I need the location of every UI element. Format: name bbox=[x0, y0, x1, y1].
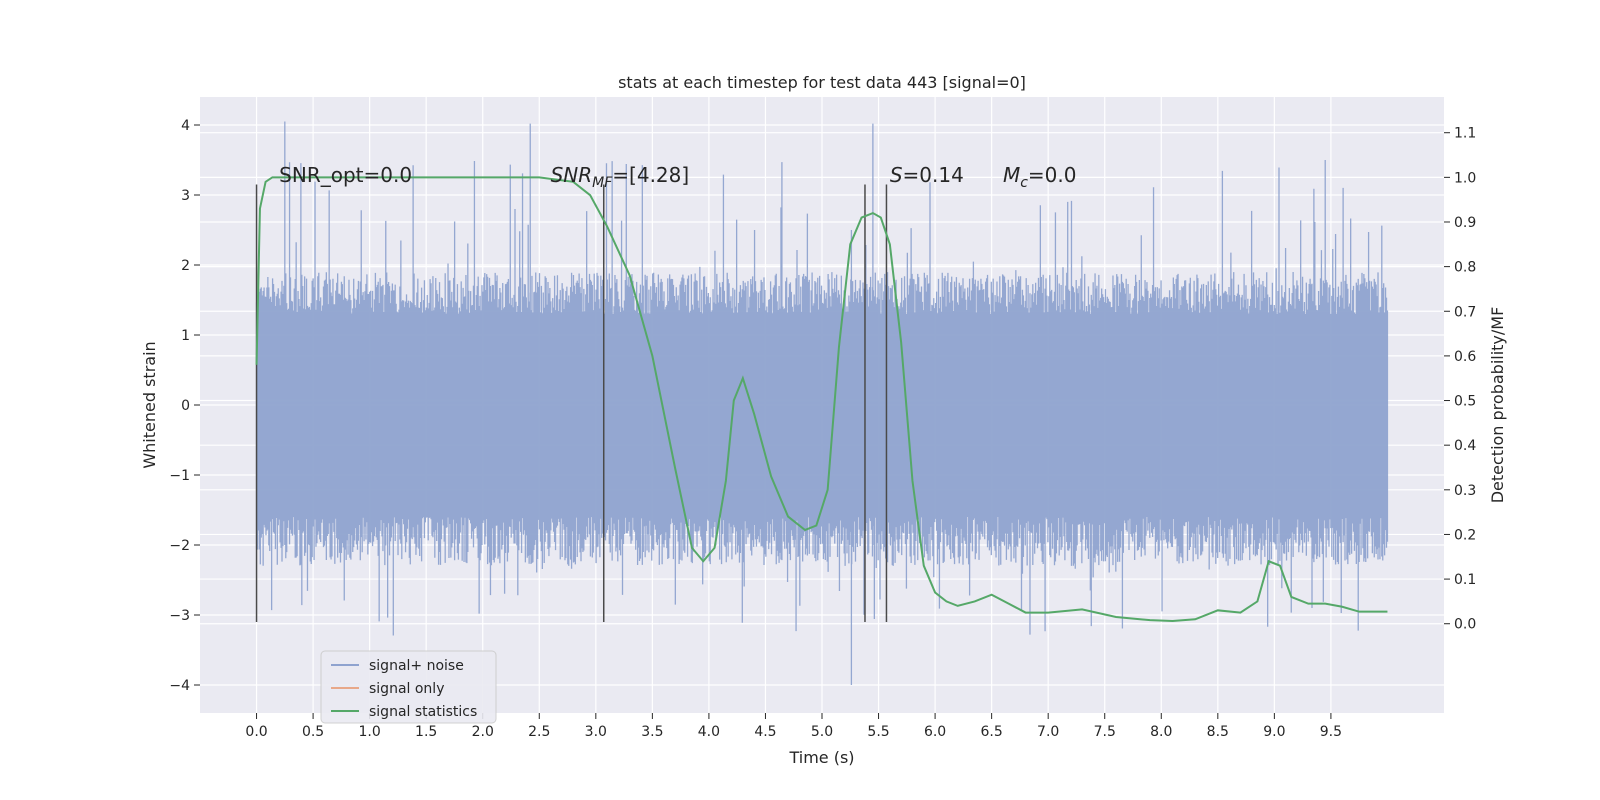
y-right-tick-label: 1.0 bbox=[1454, 170, 1476, 186]
x-tick-label: 0.5 bbox=[302, 724, 324, 740]
y-tick-label: −3 bbox=[169, 608, 190, 624]
x-tick-label: 8.0 bbox=[1150, 724, 1172, 740]
annotation-text: SNRMF=[4.28] bbox=[551, 163, 690, 191]
x-tick-label: 2.5 bbox=[528, 724, 550, 740]
y-tick-label: −2 bbox=[169, 538, 190, 554]
legend-box bbox=[320, 650, 497, 724]
x-tick-label: 3.5 bbox=[641, 724, 663, 740]
annotations: SNR_opt=0.0 SNRMF=[4.28] S=0.14 Mc=0.0 bbox=[279, 163, 1076, 191]
chart-title: stats at each timestep for test data 443… bbox=[618, 73, 1026, 92]
legend-label: signal+ noise bbox=[369, 658, 464, 674]
x-tick-label: 1.0 bbox=[359, 724, 381, 740]
x-tick-label: 9.5 bbox=[1320, 724, 1342, 740]
y-right-tick-label: 0.9 bbox=[1454, 215, 1476, 231]
y-right-tick-label: 0.0 bbox=[1454, 617, 1476, 633]
x-tick-label: 4.0 bbox=[698, 724, 720, 740]
y-right-tick-label: 0.3 bbox=[1454, 483, 1476, 499]
x-axis-ticks: 0.0 0.5 1.0 1.5 2.0 2.5 3.0 3.5 4.0 4.5 5.0 5.5 6.0 6… bbox=[245, 713, 1342, 740]
y-axis-label: Whitened strain bbox=[140, 341, 159, 468]
y-tick-label: −4 bbox=[169, 678, 190, 694]
series-signal-statistics bbox=[255, 176, 1388, 623]
x-tick-label: 5.5 bbox=[867, 724, 889, 740]
y-right-tick-label: 0.2 bbox=[1454, 527, 1476, 543]
y-axis-ticks: −4 −3 −2 −1 0 1 2 3 4 bbox=[169, 118, 200, 694]
x-tick-label: 3.0 bbox=[585, 724, 607, 740]
y-right-tick-label: 1.1 bbox=[1454, 126, 1476, 142]
x-tick-label: 9.0 bbox=[1263, 724, 1285, 740]
x-tick-label: 4.5 bbox=[754, 724, 776, 740]
y-tick-label: 2 bbox=[181, 258, 190, 274]
x-tick-label: 6.0 bbox=[924, 724, 946, 740]
x-tick-label: 2.0 bbox=[472, 724, 494, 740]
x-tick-label: 7.5 bbox=[1094, 724, 1116, 740]
annotation-text: SNR_opt=0.0 bbox=[279, 163, 412, 187]
x-tick-label: 1.5 bbox=[415, 724, 437, 740]
legend-label: signal statistics bbox=[369, 704, 477, 720]
y-right-tick-label: 0.7 bbox=[1454, 304, 1476, 320]
x-tick-label: 7.0 bbox=[1037, 724, 1059, 740]
x-tick-label: 8.5 bbox=[1207, 724, 1229, 740]
y-tick-label: 4 bbox=[181, 118, 190, 134]
legend: signal+ noise signal only signal statistic… bbox=[320, 650, 497, 724]
x-tick-label: 5.0 bbox=[811, 724, 833, 740]
annotation-text: S=0.14 bbox=[890, 163, 964, 187]
y-right-tick-label: 0.8 bbox=[1454, 260, 1476, 276]
y-tick-label: −1 bbox=[169, 468, 190, 484]
x-tick-label: 0.0 bbox=[245, 724, 267, 740]
y-right-tick-label: 0.1 bbox=[1454, 572, 1476, 588]
signal-statistics-line bbox=[255, 176, 1388, 623]
y-right-axis-label: Detection probability/MF bbox=[1488, 307, 1507, 504]
legend-label: signal only bbox=[369, 681, 444, 697]
x-tick-label: 6.5 bbox=[981, 724, 1003, 740]
y-right-tick-label: 0.5 bbox=[1454, 394, 1476, 410]
annotation-text: Mc=0.0 bbox=[1003, 163, 1077, 191]
y-right-tick-label: 0.4 bbox=[1454, 438, 1476, 454]
y-right-axis-ticks: 0.0 0.1 0.2 0.3 0.4 0.5 0.6 0.7 0.8 0.9 1.0 1.1 bbox=[1444, 126, 1476, 633]
x-axis-label: Time (s) bbox=[788, 748, 854, 767]
y-tick-label: 1 bbox=[181, 328, 190, 344]
y-tick-label: 3 bbox=[181, 188, 190, 204]
vertical-markers bbox=[255, 184, 888, 622]
y-tick-label: 0 bbox=[181, 398, 190, 414]
y-right-tick-label: 0.6 bbox=[1454, 349, 1476, 365]
